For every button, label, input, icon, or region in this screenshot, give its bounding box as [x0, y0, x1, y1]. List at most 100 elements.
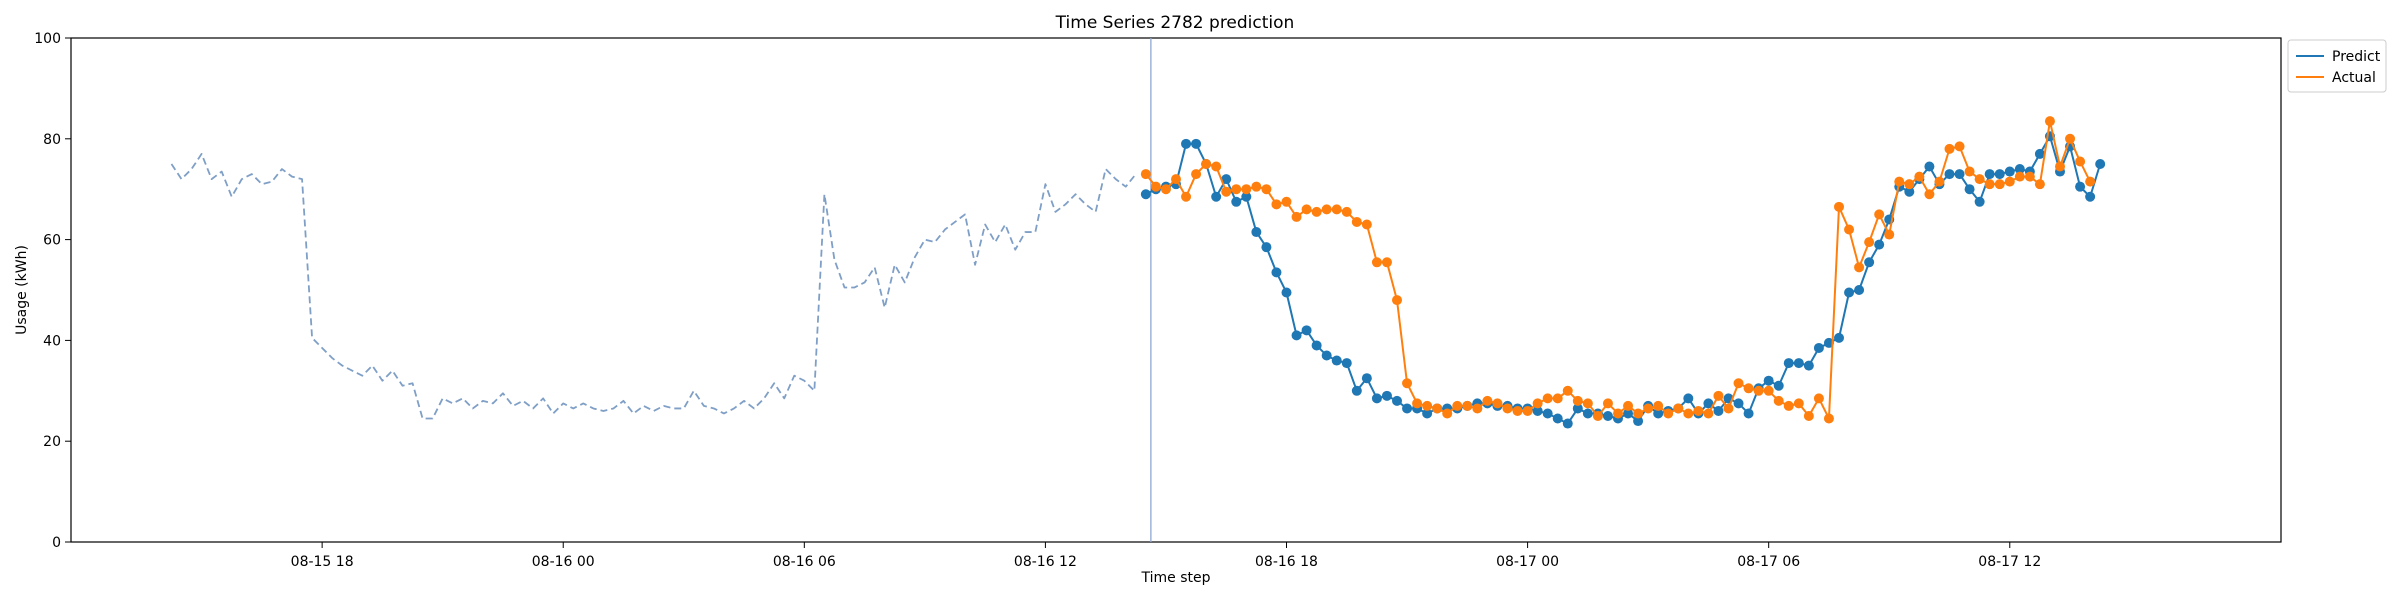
- data-point-actual: [1743, 383, 1754, 394]
- plot-area: [70, 37, 2282, 543]
- data-point-predict: [1341, 358, 1352, 369]
- data-point-predict: [1844, 287, 1855, 298]
- data-point-actual: [1281, 196, 1292, 207]
- data-point-predict: [1552, 413, 1563, 424]
- y-tick-label: 20: [43, 434, 61, 450]
- data-point-actual: [1291, 211, 1302, 222]
- data-point-actual: [1844, 224, 1855, 235]
- data-point-actual: [1733, 378, 1744, 389]
- data-point-predict: [1331, 355, 1342, 366]
- data-point-actual: [1512, 405, 1523, 416]
- data-point-actual: [2085, 176, 2096, 187]
- data-point-actual: [1432, 403, 1443, 414]
- y-tick-label: 40: [43, 333, 61, 349]
- x-tick-label: 08-16 12: [1014, 554, 1077, 570]
- data-point-actual: [2024, 171, 2035, 182]
- data-point-actual: [2044, 116, 2055, 127]
- data-point-predict: [1954, 169, 1965, 180]
- data-point-predict: [1371, 393, 1382, 404]
- data-point-predict: [2004, 166, 2015, 177]
- y-axis-label: Usage (kWh): [14, 245, 30, 335]
- data-point-predict: [1633, 416, 1644, 427]
- data-point-actual: [1171, 174, 1181, 185]
- data-point-predict: [1783, 358, 1794, 369]
- data-point-actual: [1532, 398, 1543, 409]
- y-axis: 0 20 40 60 80 100: [34, 31, 71, 551]
- data-point-actual: [1160, 184, 1171, 195]
- data-point-predict: [1251, 227, 1262, 238]
- legend-predict-label: Predict: [2332, 49, 2381, 65]
- data-point-actual: [1542, 393, 1553, 404]
- data-point-actual: [1683, 408, 1694, 419]
- data-point-predict: [1291, 330, 1302, 341]
- data-point-actual: [1693, 405, 1704, 416]
- x-tick-label: 08-16 06: [773, 554, 836, 570]
- data-point-actual: [1321, 204, 1332, 215]
- legend: Predict Actual: [2287, 39, 2387, 93]
- data-point-predict: [1763, 375, 1774, 386]
- y-tick-label: 100: [34, 31, 61, 47]
- data-point-actual: [1643, 403, 1654, 414]
- data-point-actual: [1361, 219, 1372, 230]
- data-point-actual: [1181, 191, 1192, 202]
- data-point-actual: [1462, 400, 1473, 411]
- data-point-actual: [1140, 169, 1151, 180]
- data-point-actual: [1261, 184, 1272, 195]
- data-point-actual: [1602, 398, 1613, 409]
- data-point-actual: [1331, 204, 1342, 215]
- data-point-actual: [2055, 161, 2065, 172]
- data-point-actual: [1522, 405, 1533, 416]
- data-point-predict: [1422, 408, 1433, 419]
- data-point-predict: [1281, 287, 1292, 298]
- data-point-actual: [1351, 216, 1362, 227]
- data-point-actual: [1773, 395, 1784, 406]
- data-point-predict: [1623, 408, 1634, 419]
- data-point-actual: [1231, 184, 1242, 195]
- data-point-predict: [1944, 169, 1955, 180]
- data-point-predict: [1221, 174, 1232, 185]
- data-point-actual: [1994, 179, 2005, 190]
- data-point-actual: [1914, 171, 1925, 182]
- data-point-actual: [1793, 398, 1804, 409]
- data-point-actual: [1753, 385, 1764, 396]
- data-point-actual: [1884, 229, 1895, 240]
- data-point-predict: [1211, 191, 1222, 202]
- data-point-actual: [2034, 179, 2045, 190]
- data-point-predict: [1572, 403, 1583, 414]
- data-point-actual: [1271, 199, 1282, 210]
- data-point-predict: [2075, 181, 2086, 192]
- data-point-predict: [1653, 408, 1664, 419]
- data-point-actual: [1412, 398, 1423, 409]
- data-point-actual: [1823, 413, 1834, 424]
- data-point-actual: [1502, 403, 1513, 414]
- data-point-predict: [1321, 350, 1332, 361]
- data-point-actual: [1934, 176, 1945, 187]
- data-point-predict: [1854, 285, 1865, 295]
- data-point-predict: [2085, 191, 2096, 202]
- data-point-predict: [1140, 189, 1151, 200]
- data-point-actual: [1974, 174, 1985, 185]
- data-point-predict: [1813, 342, 1824, 353]
- data-point-predict: [1834, 332, 1844, 343]
- data-point-actual: [1311, 206, 1322, 217]
- data-point-predict: [1562, 418, 1573, 429]
- x-tick-label: 08-16 00: [532, 554, 595, 570]
- data-point-predict: [1381, 390, 1392, 401]
- data-point-predict: [1602, 411, 1613, 421]
- data-point-actual: [1954, 141, 1965, 152]
- data-point-predict: [1994, 169, 2005, 180]
- data-point-predict: [1703, 398, 1714, 409]
- data-point-predict: [1271, 267, 1282, 278]
- data-point-actual: [1392, 295, 1402, 306]
- data-point-actual: [1592, 411, 1603, 421]
- data-point-predict: [1402, 403, 1413, 414]
- data-point-actual: [1944, 143, 1955, 154]
- data-point-predict: [1683, 393, 1694, 404]
- data-point-actual: [1834, 201, 1844, 212]
- data-point-actual: [1402, 378, 1413, 389]
- data-point-actual: [1582, 398, 1593, 409]
- data-point-actual: [1422, 400, 1433, 411]
- data-point-actual: [1904, 179, 1915, 190]
- data-point-actual: [1894, 176, 1905, 187]
